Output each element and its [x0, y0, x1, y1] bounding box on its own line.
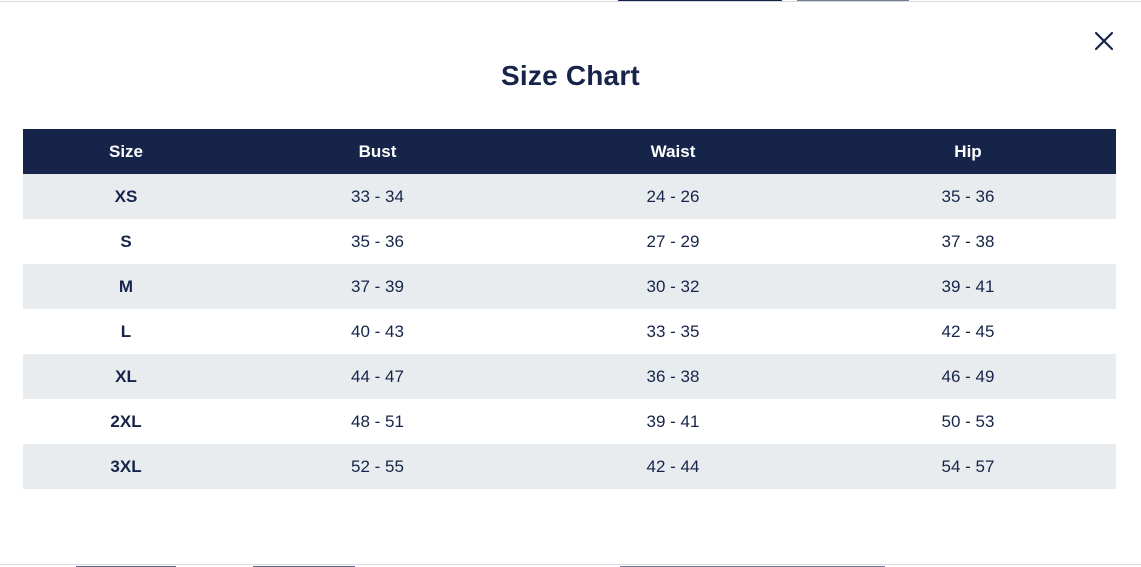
size-cell: XS — [23, 174, 229, 219]
size-cell: L — [23, 309, 229, 354]
table-row: XL 44 - 47 36 - 38 46 - 49 — [23, 354, 1116, 399]
background-page-fragment — [618, 0, 782, 1]
size-cell: 3XL — [23, 444, 229, 489]
table-row: L 40 - 43 33 - 35 42 - 45 — [23, 309, 1116, 354]
waist-cell: 30 - 32 — [526, 264, 820, 309]
waist-cell: 27 - 29 — [526, 219, 820, 264]
column-header-size: Size — [23, 129, 229, 174]
table-header-row: Size Bust Waist Hip — [23, 129, 1116, 174]
column-header-bust: Bust — [229, 129, 526, 174]
hip-cell: 54 - 57 — [820, 444, 1116, 489]
table-row: S 35 - 36 27 - 29 37 - 38 — [23, 219, 1116, 264]
table-row: 3XL 52 - 55 42 - 44 54 - 57 — [23, 444, 1116, 489]
bust-cell: 35 - 36 — [229, 219, 526, 264]
close-button[interactable] — [1090, 27, 1118, 55]
bust-cell: 33 - 34 — [229, 174, 526, 219]
waist-cell: 33 - 35 — [526, 309, 820, 354]
table-row: 2XL 48 - 51 39 - 41 50 - 53 — [23, 399, 1116, 444]
hip-cell: 39 - 41 — [820, 264, 1116, 309]
hip-cell: 42 - 45 — [820, 309, 1116, 354]
column-header-hip: Hip — [820, 129, 1116, 174]
hip-cell: 50 - 53 — [820, 399, 1116, 444]
table-row: M 37 - 39 30 - 32 39 - 41 — [23, 264, 1116, 309]
column-header-waist: Waist — [526, 129, 820, 174]
close-icon — [1094, 31, 1114, 51]
size-cell: S — [23, 219, 229, 264]
hip-cell: 35 - 36 — [820, 174, 1116, 219]
bust-cell: 52 - 55 — [229, 444, 526, 489]
table-row: XS 33 - 34 24 - 26 35 - 36 — [23, 174, 1116, 219]
bust-cell: 40 - 43 — [229, 309, 526, 354]
size-cell: M — [23, 264, 229, 309]
size-cell: XL — [23, 354, 229, 399]
bust-cell: 44 - 47 — [229, 354, 526, 399]
bust-cell: 37 - 39 — [229, 264, 526, 309]
hip-cell: 46 - 49 — [820, 354, 1116, 399]
waist-cell: 42 - 44 — [526, 444, 820, 489]
size-cell: 2XL — [23, 399, 229, 444]
waist-cell: 39 - 41 — [526, 399, 820, 444]
size-chart-table: Size Bust Waist Hip XS 33 - 34 24 - 26 3… — [23, 129, 1116, 489]
waist-cell: 24 - 26 — [526, 174, 820, 219]
background-page-fragment — [797, 0, 909, 1]
bust-cell: 48 - 51 — [229, 399, 526, 444]
waist-cell: 36 - 38 — [526, 354, 820, 399]
modal-title: Size Chart — [501, 60, 640, 91]
hip-cell: 37 - 38 — [820, 219, 1116, 264]
